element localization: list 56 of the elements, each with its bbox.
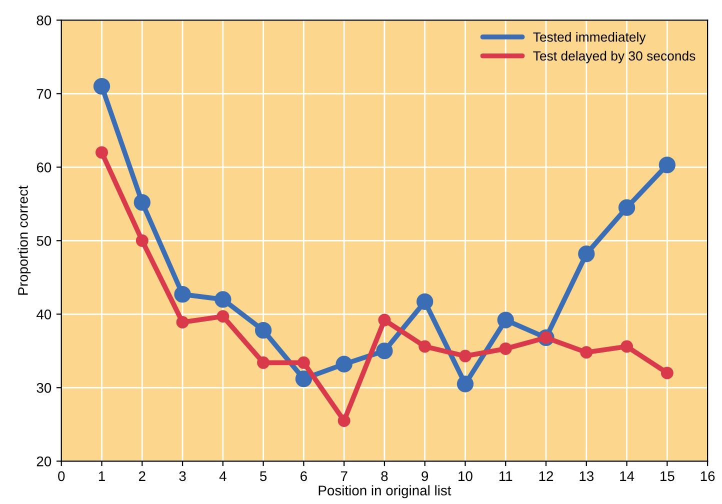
point bbox=[497, 312, 514, 328]
y-tick-label: 50 bbox=[36, 236, 52, 246]
x-tick-label: 14 bbox=[620, 471, 634, 481]
y-tick-label: 20 bbox=[36, 456, 52, 466]
legend-label: Tested immediately bbox=[533, 32, 646, 44]
x-tick-label: 9 bbox=[422, 471, 428, 482]
x-tick-label: 4 bbox=[219, 471, 226, 481]
x-tick-label: 12 bbox=[539, 471, 554, 481]
point bbox=[418, 340, 432, 353]
y-axis-title: Proportion correct bbox=[18, 186, 31, 295]
point bbox=[376, 342, 393, 360]
y-tick-label: 80 bbox=[36, 15, 52, 26]
point bbox=[134, 194, 150, 211]
x-tick-label: 7 bbox=[340, 471, 348, 481]
point bbox=[257, 356, 270, 369]
point bbox=[216, 310, 230, 323]
point bbox=[174, 286, 191, 303]
x-tick-label: 5 bbox=[260, 471, 267, 482]
y-tick-label: 30 bbox=[36, 382, 52, 393]
point bbox=[136, 234, 148, 247]
point bbox=[618, 199, 636, 216]
point bbox=[336, 356, 352, 372]
x-axis-title: Position in original list bbox=[318, 485, 452, 498]
y-tick-label: 40 bbox=[36, 309, 52, 320]
point bbox=[458, 350, 472, 362]
x-tick-label: 15 bbox=[660, 471, 674, 482]
x-tick-label: 1 bbox=[98, 471, 105, 481]
point bbox=[96, 146, 108, 159]
legend-label: Test delayed by 30 seconds bbox=[533, 50, 696, 64]
x-tick-label: 2 bbox=[138, 471, 146, 481]
x-tick-label: 13 bbox=[580, 471, 594, 482]
point bbox=[660, 366, 674, 380]
point bbox=[254, 322, 272, 339]
x-tick-label: 3 bbox=[179, 471, 186, 482]
point bbox=[378, 314, 391, 326]
point bbox=[499, 342, 512, 355]
point bbox=[456, 376, 474, 392]
point bbox=[578, 246, 595, 262]
point bbox=[176, 316, 189, 328]
point bbox=[297, 356, 310, 369]
point bbox=[93, 78, 110, 95]
x-tick-label: 0 bbox=[58, 471, 65, 482]
point bbox=[295, 370, 312, 388]
x-tick-label: 8 bbox=[381, 471, 388, 482]
x-tick-label: 6 bbox=[300, 471, 307, 482]
y-tick-label: 60 bbox=[36, 162, 52, 172]
point bbox=[658, 156, 676, 174]
x-tick-label: 16 bbox=[700, 471, 715, 482]
point bbox=[214, 291, 232, 308]
point bbox=[338, 414, 350, 427]
x-tick-label: 10 bbox=[458, 471, 472, 482]
point bbox=[620, 340, 634, 353]
point bbox=[416, 293, 434, 310]
y-tick-label: 70 bbox=[36, 88, 52, 99]
point bbox=[580, 346, 593, 359]
x-tick-label: 11 bbox=[499, 471, 512, 481]
